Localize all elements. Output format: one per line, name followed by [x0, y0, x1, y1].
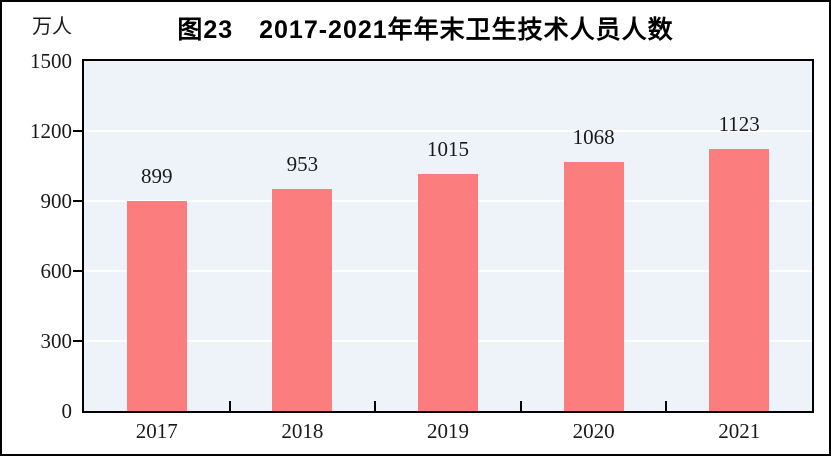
x-tick-mark-4	[665, 401, 668, 411]
x-tick-label-2019: 2019	[426, 419, 469, 443]
gridline-1200	[84, 130, 812, 132]
bar-value-2019: 1015	[427, 137, 469, 162]
x-tick-mark-2	[374, 401, 377, 411]
chart-title: 图23 2017-2021年年末卫生技术人员人数	[177, 16, 674, 44]
y-tick-label-600: 600	[40, 259, 73, 283]
bar-2019	[418, 174, 478, 411]
x-tick-mark-1	[228, 401, 231, 411]
y-axis-unit-label: 万人	[32, 16, 72, 38]
bar-value-2017: 899	[141, 164, 173, 189]
y-tick-mark-600	[73, 270, 82, 272]
x-tick-label-2020: 2020	[572, 419, 615, 443]
y-tick-label-0: 0	[61, 399, 73, 423]
plot-area: 899 953 1015 1068 1123	[82, 59, 814, 413]
bar-2018	[272, 188, 333, 411]
y-tick-mark-300	[73, 340, 82, 342]
bar-value-2018: 953	[286, 151, 319, 176]
bar-2020	[563, 161, 624, 411]
x-tick-label-2017: 2017	[135, 419, 178, 443]
x-tick-mark-3	[519, 401, 522, 411]
x-tick-label-2021: 2021	[718, 419, 761, 443]
y-tick-mark-900	[73, 200, 82, 202]
x-tick-label-2018: 2018	[281, 419, 324, 443]
y-tick-label-1200: 1200	[30, 119, 72, 143]
bar-2017	[126, 201, 187, 411]
bar-2021	[709, 148, 770, 411]
y-tick-label-900: 900	[40, 189, 73, 213]
bar-value-2021: 1123	[718, 111, 760, 136]
y-tick-label-300: 300	[40, 329, 73, 353]
y-tick-label-1500: 1500	[30, 49, 72, 73]
y-tick-mark-1200	[73, 130, 82, 132]
bar-value-2020: 1068	[572, 124, 615, 149]
